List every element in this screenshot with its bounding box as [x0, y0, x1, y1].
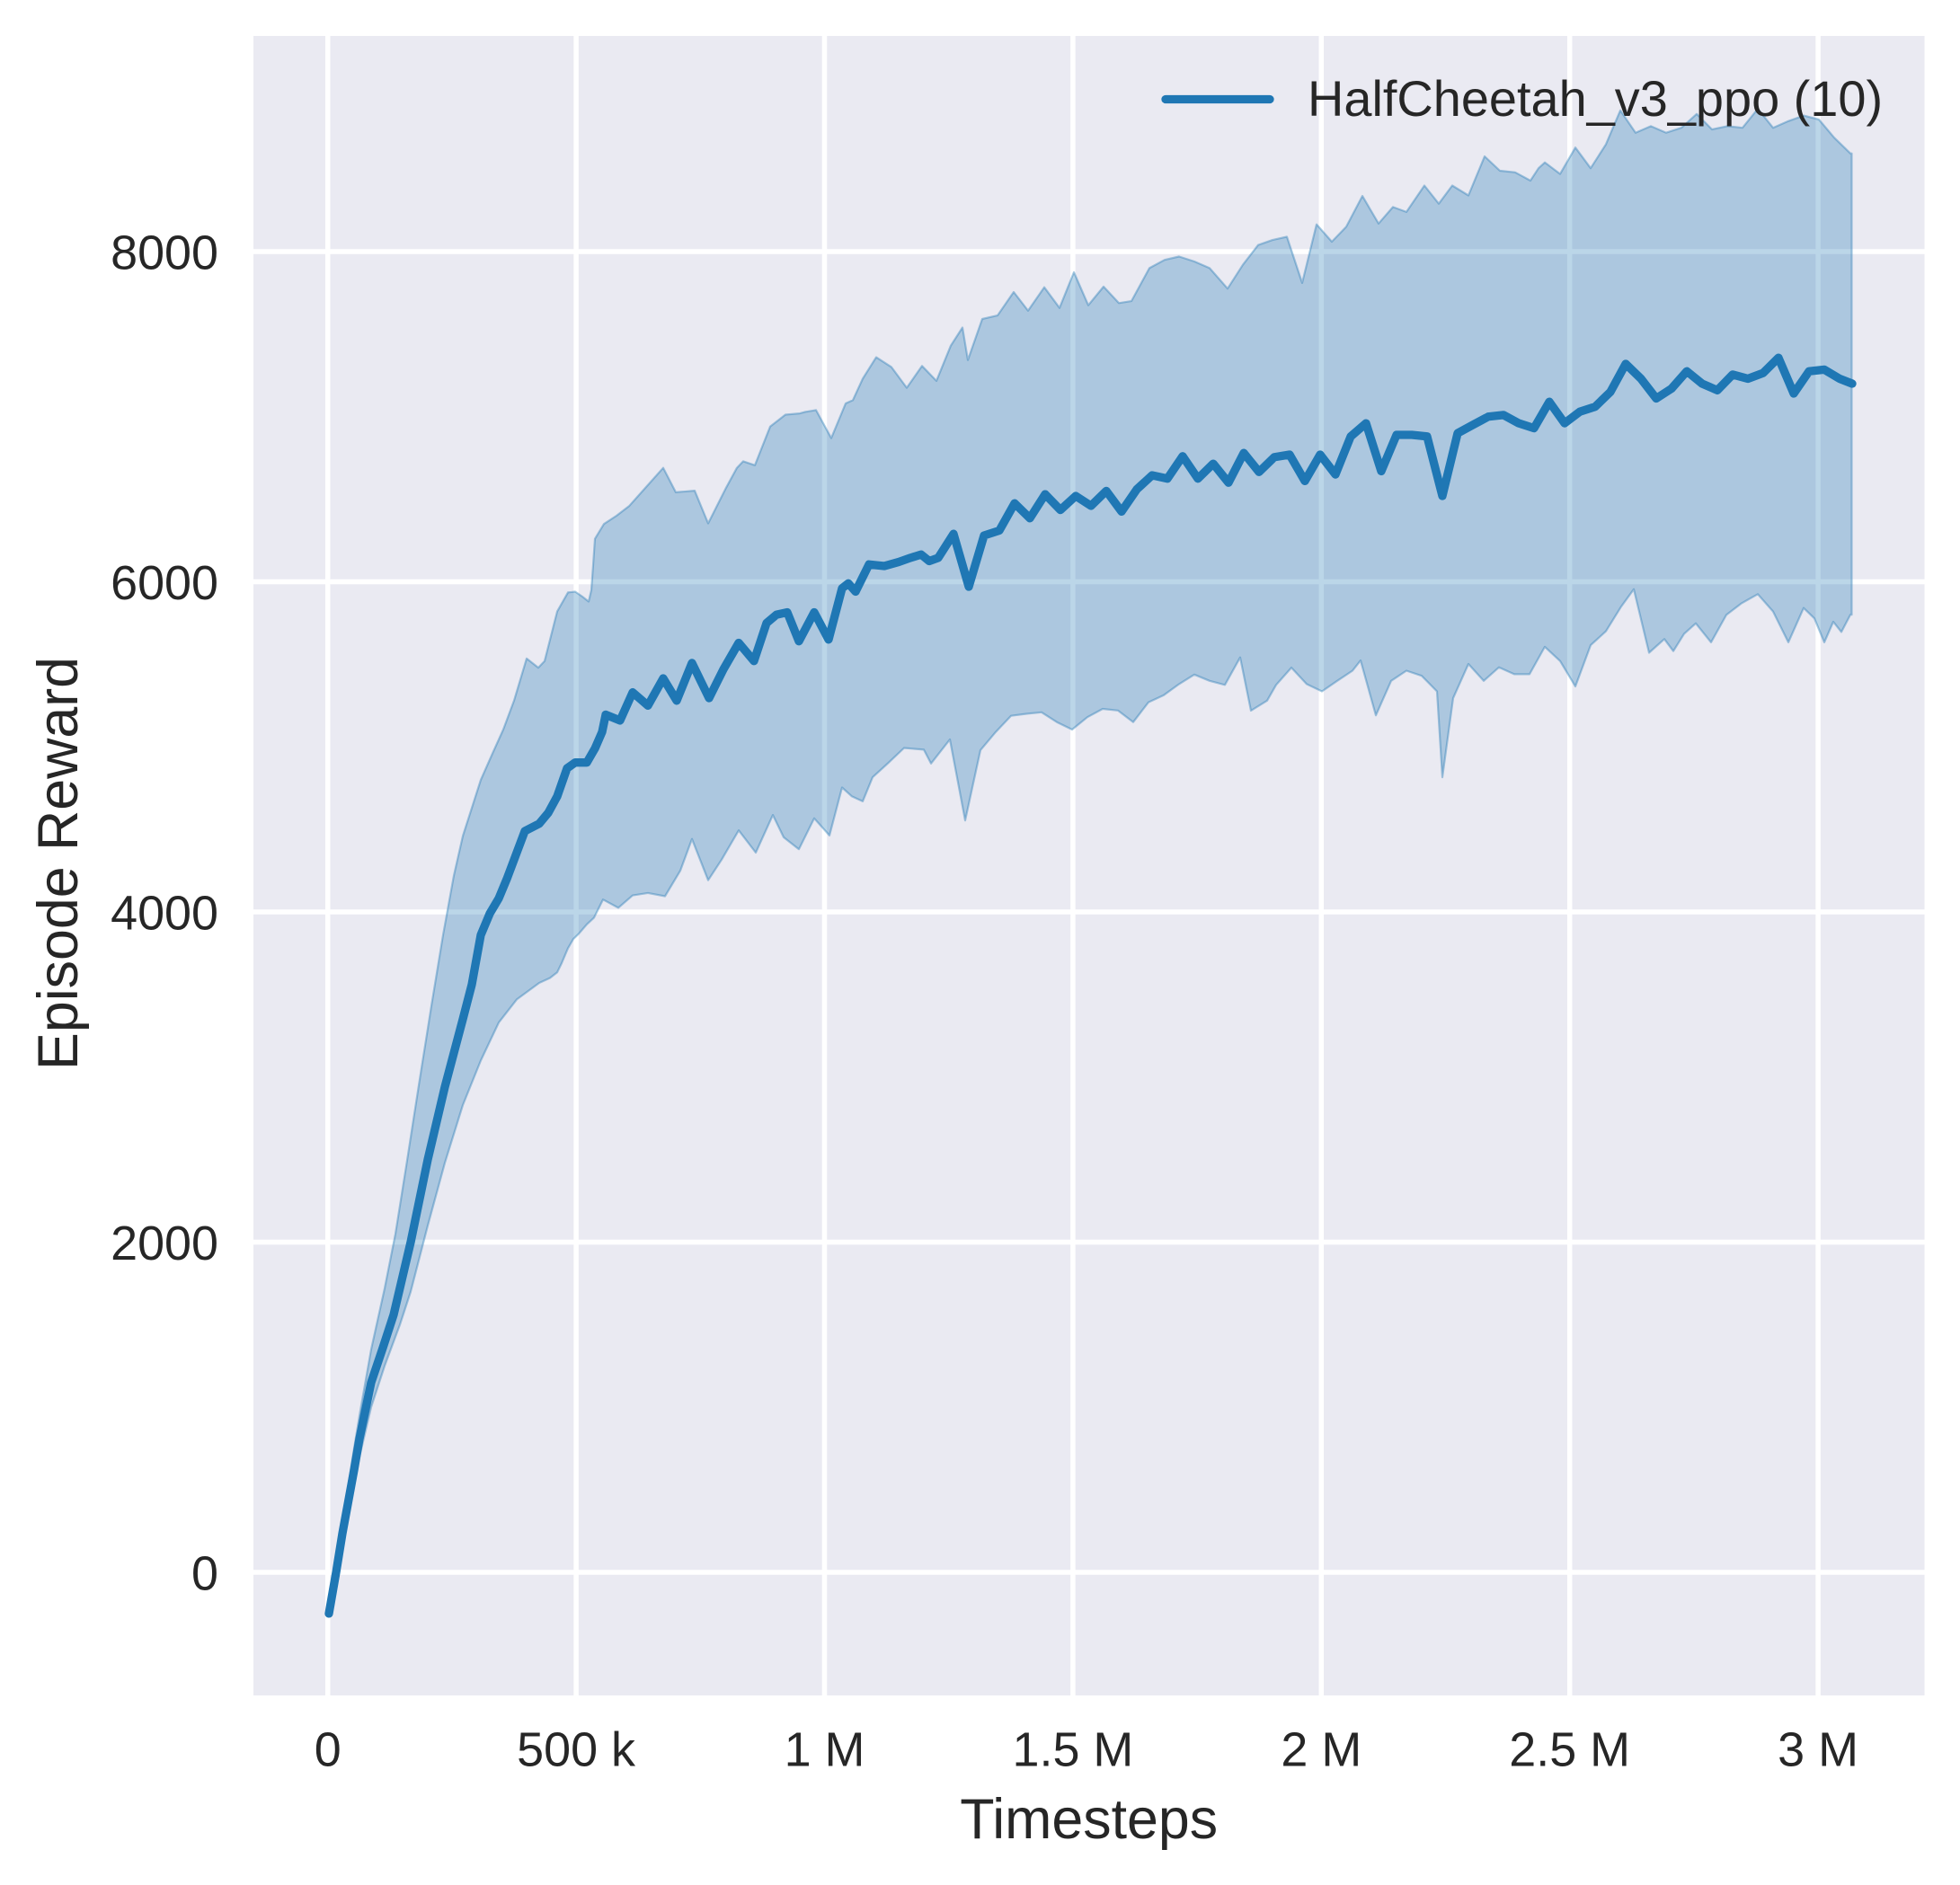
svg-text:Episode Reward: Episode Reward [27, 657, 90, 1070]
svg-text:Timesteps: Timesteps [960, 1788, 1218, 1851]
svg-text:1 M: 1 M [785, 1723, 865, 1777]
svg-text:0: 0 [191, 1546, 218, 1600]
svg-text:500 k: 500 k [517, 1723, 636, 1777]
svg-text:2 M: 2 M [1281, 1723, 1361, 1777]
svg-text:2.5 M: 2.5 M [1509, 1723, 1630, 1777]
svg-text:HalfCheetah_v3_ppo (10): HalfCheetah_v3_ppo (10) [1308, 70, 1883, 127]
svg-text:2000: 2000 [111, 1217, 218, 1270]
svg-text:6000: 6000 [111, 556, 218, 610]
svg-text:0: 0 [315, 1723, 341, 1777]
svg-text:8000: 8000 [111, 226, 218, 279]
svg-text:4000: 4000 [111, 886, 218, 940]
svg-text:3 M: 3 M [1778, 1723, 1858, 1777]
svg-text:1.5 M: 1.5 M [1013, 1723, 1134, 1777]
